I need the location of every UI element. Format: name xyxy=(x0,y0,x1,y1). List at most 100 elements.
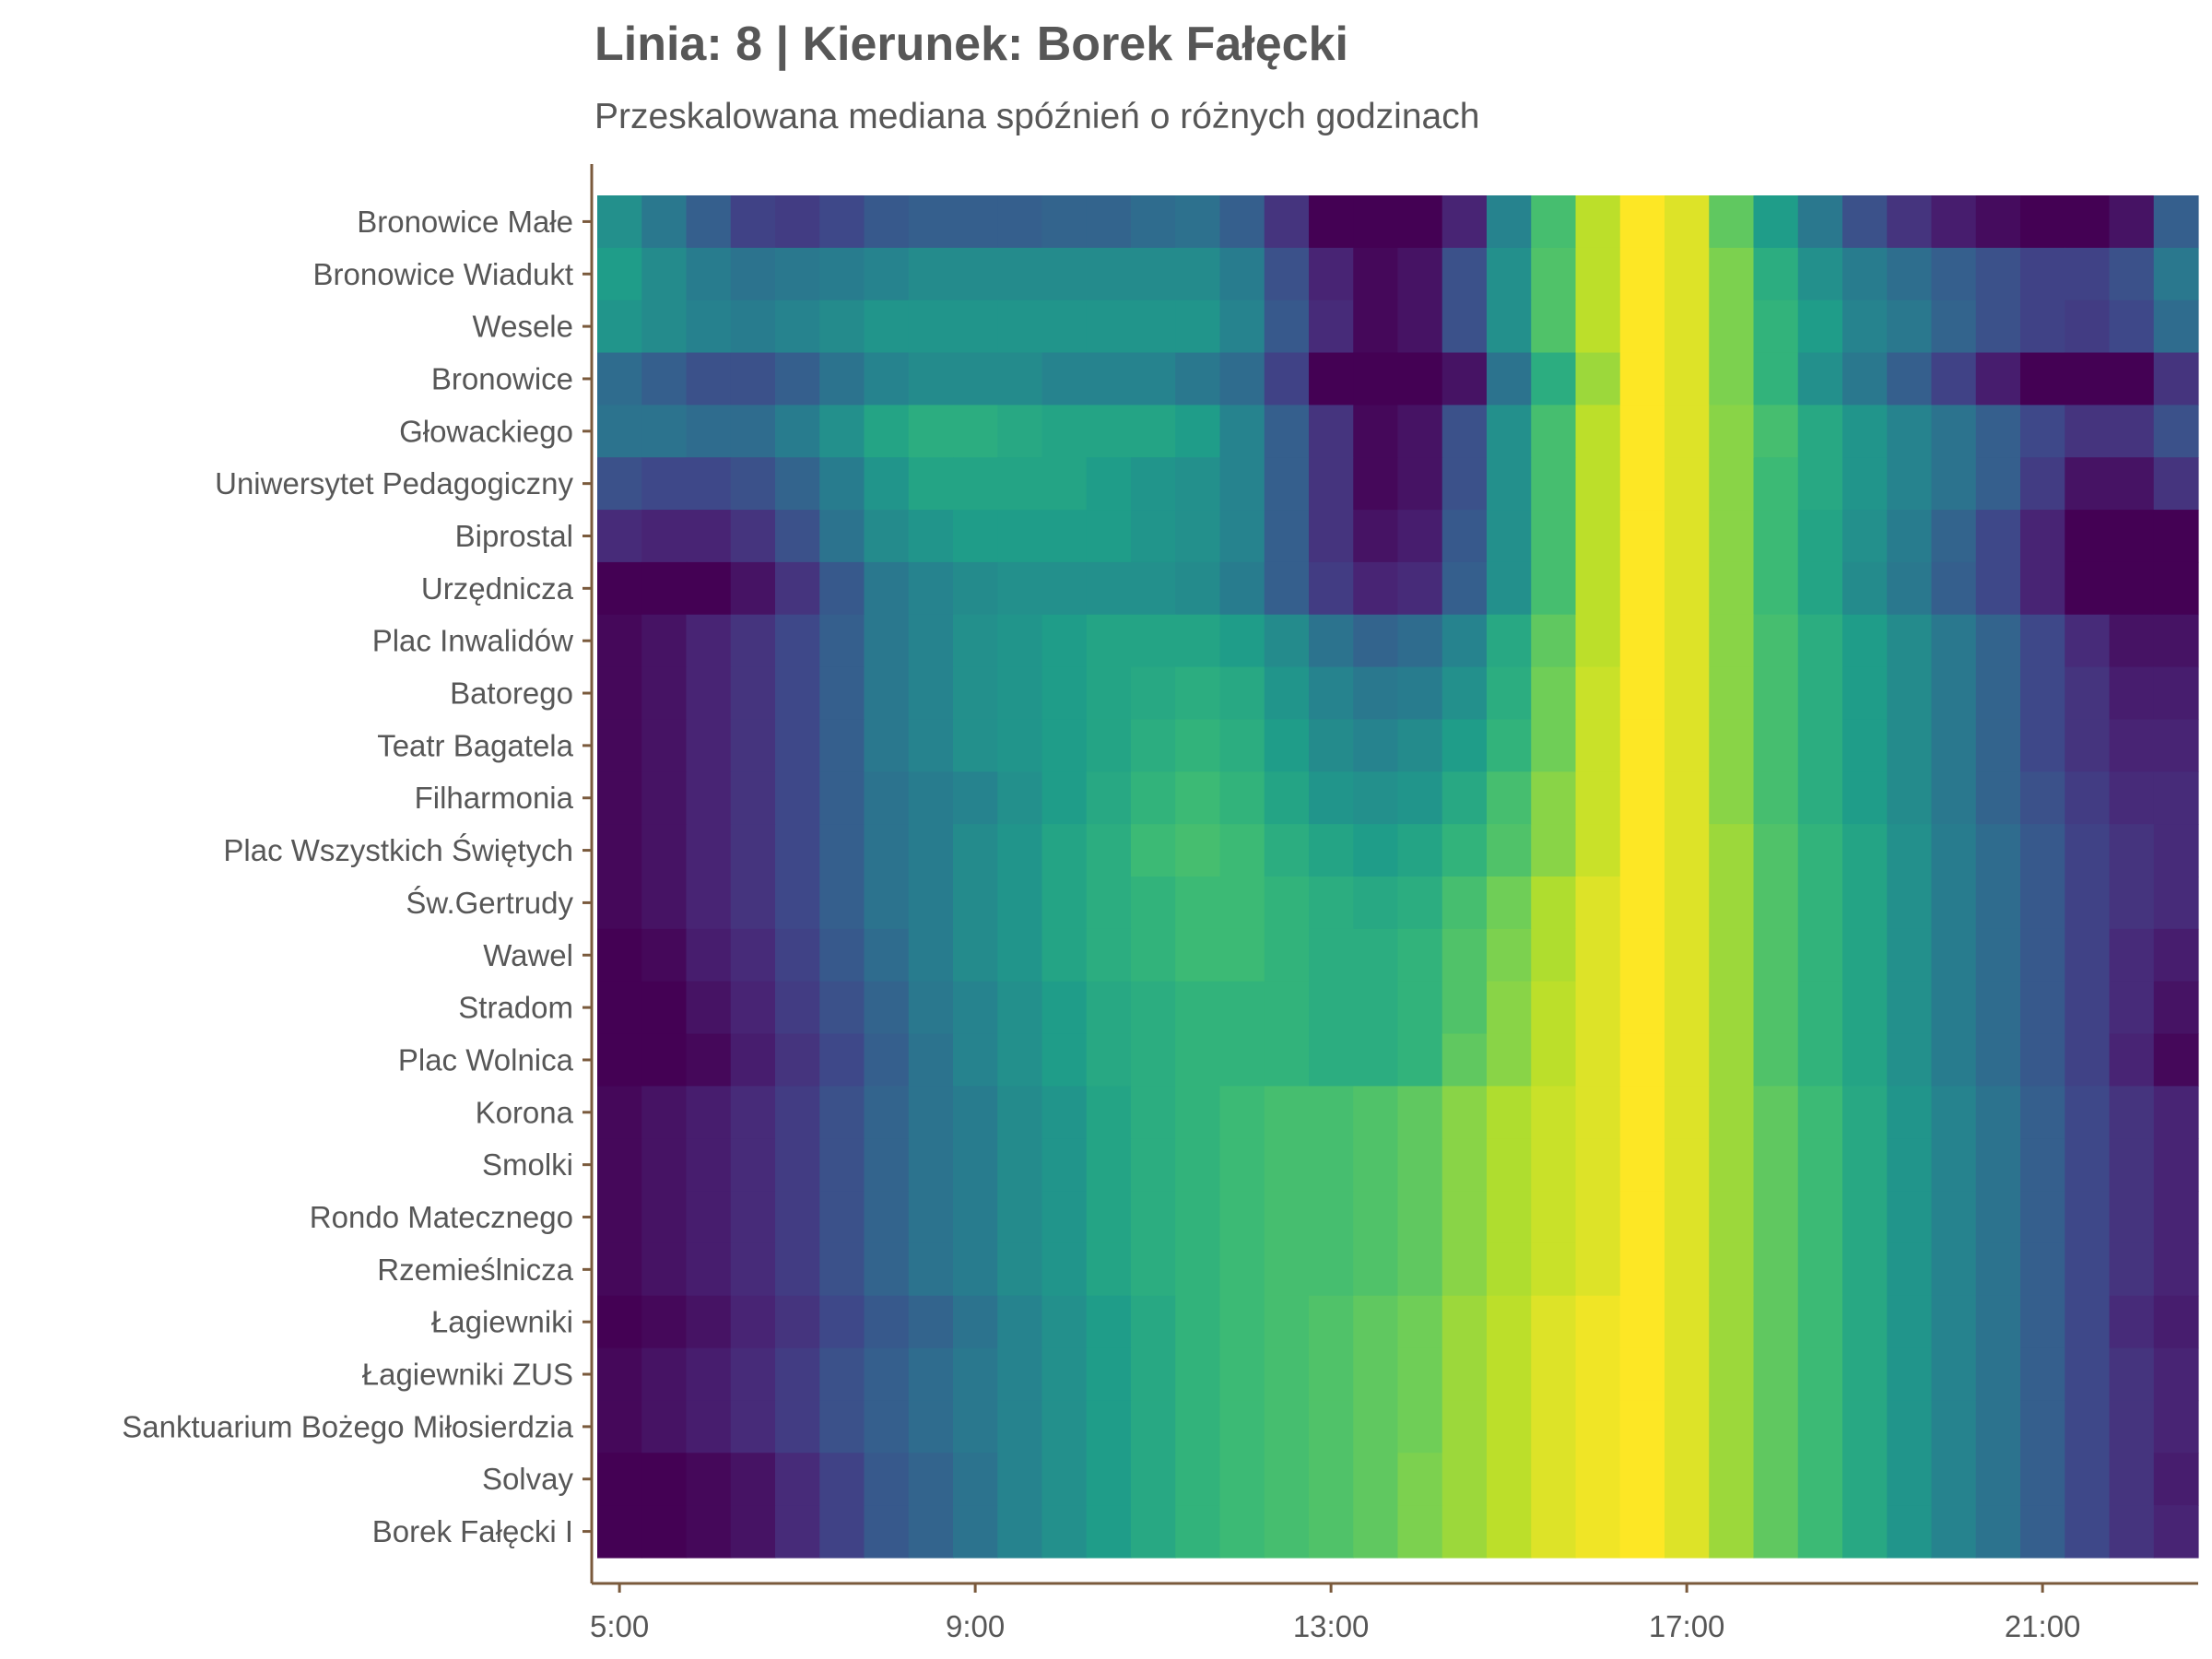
heatmap-cell xyxy=(2065,247,2111,301)
heatmap-cell xyxy=(2153,771,2199,825)
heatmap-cell xyxy=(1975,405,2021,458)
heatmap-cell xyxy=(730,247,776,301)
heatmap-cell xyxy=(908,981,954,1035)
heatmap-cell xyxy=(953,1191,998,1244)
heatmap-cell xyxy=(641,614,688,668)
heatmap-cell xyxy=(1487,457,1532,511)
heatmap-cell xyxy=(1531,1505,1577,1559)
heatmap-cell xyxy=(1753,1138,1799,1192)
heatmap-cell xyxy=(1219,247,1265,301)
heatmap-cell xyxy=(1219,666,1265,721)
heatmap-cell xyxy=(1753,666,1799,721)
heatmap-cell xyxy=(2020,824,2065,877)
heatmap-cell xyxy=(2109,771,2155,825)
heatmap-cell xyxy=(1619,247,1665,301)
heatmap-cell xyxy=(1487,1505,1532,1559)
heatmap-cell xyxy=(1086,1400,1132,1453)
heatmap-cell xyxy=(1487,614,1532,668)
heatmap-cell xyxy=(1531,1138,1577,1192)
heatmap-cell xyxy=(2109,195,2155,249)
heatmap-cell xyxy=(819,195,865,249)
heatmap-cell xyxy=(2153,928,2199,982)
heatmap-cell xyxy=(1175,614,1221,668)
heatmap-cell xyxy=(686,195,732,249)
heatmap-cell xyxy=(997,247,1043,301)
heatmap-cell xyxy=(2020,1400,2065,1453)
heatmap-cell xyxy=(953,666,998,721)
heatmap-cell xyxy=(1842,1242,1888,1297)
heatmap-cell xyxy=(1353,1138,1399,1192)
heatmap-cell xyxy=(730,771,776,825)
heatmap-cell xyxy=(1797,614,1843,668)
heatmap-cell xyxy=(2153,510,2199,563)
heatmap-cell xyxy=(1041,247,1088,301)
heatmap-cell xyxy=(1665,1453,1710,1506)
heatmap-cell xyxy=(1487,300,1532,354)
heatmap-cell xyxy=(1931,247,1977,301)
heatmap-cell xyxy=(2020,614,2065,668)
heatmap-cell xyxy=(775,457,820,511)
heatmap-cell xyxy=(1753,771,1799,825)
heatmap-cell xyxy=(597,352,642,406)
heatmap-cell xyxy=(2109,824,2155,877)
heatmap-cell xyxy=(686,1033,732,1087)
heatmap-cell xyxy=(1709,510,1755,563)
heatmap-cell xyxy=(1086,719,1132,772)
heatmap-cell xyxy=(1309,824,1354,877)
heatmap-cell xyxy=(1575,1086,1621,1139)
heatmap-cell xyxy=(1441,561,1488,616)
heatmap-cell xyxy=(641,666,688,721)
heatmap-cell xyxy=(997,1086,1043,1139)
heatmap-cell xyxy=(686,1138,732,1192)
heatmap-cell xyxy=(1975,877,2021,930)
heatmap-cell xyxy=(953,877,998,930)
heatmap-cell xyxy=(1041,719,1088,772)
heatmap-cell xyxy=(953,614,998,668)
heatmap-cell xyxy=(1709,771,1755,825)
heatmap-cell xyxy=(1441,824,1488,877)
heatmap-cell xyxy=(1219,1242,1265,1297)
heatmap-cell xyxy=(730,666,776,721)
heatmap-cell xyxy=(1309,1242,1354,1297)
heatmap-cell xyxy=(1441,1295,1488,1349)
heatmap-cell xyxy=(1353,247,1399,301)
heatmap-cell xyxy=(2065,928,2111,982)
heatmap-cell xyxy=(1131,614,1176,668)
heatmap-cell xyxy=(1441,300,1488,354)
heatmap-cell xyxy=(1397,981,1443,1035)
heatmap-cell xyxy=(1887,1191,1933,1244)
heatmap-cell xyxy=(1619,771,1665,825)
heatmap-cell xyxy=(1353,771,1399,825)
heatmap-cell xyxy=(1753,247,1799,301)
heatmap-cell xyxy=(1441,1453,1488,1506)
heatmap-cell xyxy=(1441,1400,1488,1453)
heatmap-cell xyxy=(1975,561,2021,616)
heatmap-cell xyxy=(1041,614,1088,668)
heatmap-cell xyxy=(1619,877,1665,930)
y-tick-label: Bronowice Małe xyxy=(357,205,573,239)
heatmap-cell xyxy=(1353,1033,1399,1087)
heatmap-cell xyxy=(1531,1347,1577,1402)
heatmap-cell xyxy=(1353,195,1399,249)
heatmap-cell xyxy=(1309,457,1354,511)
heatmap-cell xyxy=(1887,1086,1933,1139)
heatmap-cell xyxy=(908,300,954,354)
heatmap-cell xyxy=(1219,1086,1265,1139)
heatmap-cell xyxy=(1264,1191,1310,1244)
y-tick-label: Uniwersytet Pedagogiczny xyxy=(215,466,573,500)
heatmap-cell xyxy=(775,981,820,1035)
heatmap-cell xyxy=(1842,1505,1888,1559)
heatmap-cell xyxy=(1753,928,1799,982)
heatmap-cell xyxy=(1175,824,1221,877)
heatmap-cell xyxy=(1753,1295,1799,1349)
heatmap-cell xyxy=(1753,1191,1799,1244)
heatmap-cell xyxy=(641,1086,688,1139)
heatmap-cell xyxy=(2065,457,2111,511)
heatmap-cell xyxy=(1041,1086,1088,1139)
heatmap-cell xyxy=(1531,561,1577,616)
heatmap-cell xyxy=(641,561,688,616)
heatmap-cell xyxy=(1797,1033,1843,1087)
heatmap-cell xyxy=(1975,719,2021,772)
heatmap-cell xyxy=(1575,195,1621,249)
